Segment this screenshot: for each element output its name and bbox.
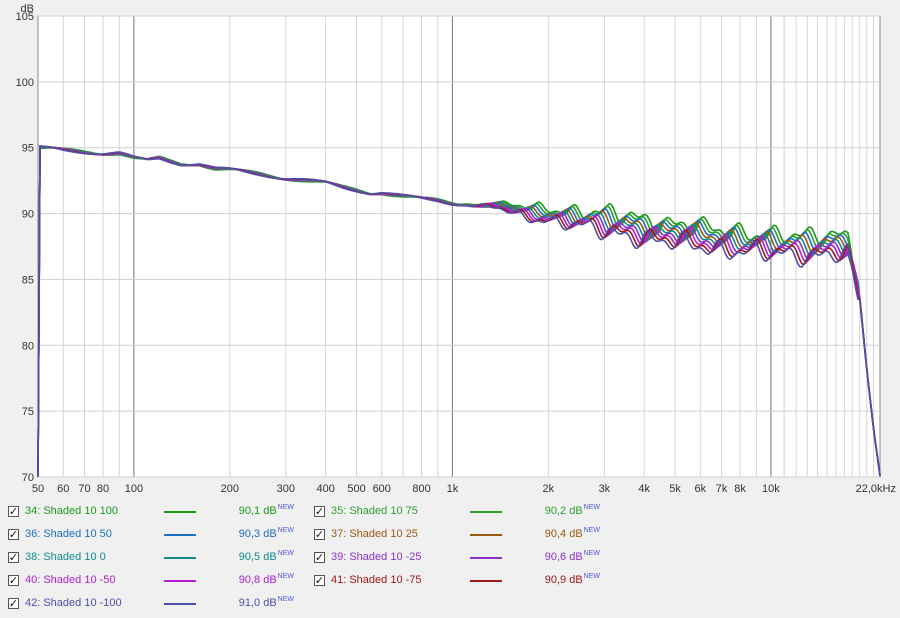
legend-item[interactable]: ✓ 34: Shaded 10 100 [8, 502, 118, 520]
legend-value: 90,8 dBNEW [238, 573, 294, 586]
checkbox[interactable]: ✓ [8, 596, 19, 610]
legend-item[interactable]: ✓ 40: Shaded 10 -50 [8, 571, 116, 589]
legend-value: 90,6 dBNEW [544, 550, 600, 563]
legend-value: 91,0 dBNEW [238, 596, 294, 609]
x-tick-label: 3k [599, 483, 611, 495]
legend-item-label: 34: Shaded 10 100 [25, 505, 118, 517]
x-tick-label: 4k [638, 483, 650, 495]
legend-swatch [164, 511, 196, 513]
y-tick-label: 85 [22, 274, 34, 286]
legend-value-badge: NEW [277, 550, 294, 557]
x-tick-label: 22,0kHz [856, 483, 896, 495]
x-tick-label: 500 [347, 483, 365, 495]
legend-value-badge: NEW [277, 573, 294, 580]
legend-value: 90,4 dBNEW [544, 527, 600, 540]
legend-swatch [164, 580, 196, 582]
y-tick-label: 90 [22, 209, 34, 221]
series-line [37, 145, 881, 477]
frequency-response-plot: 105 100 95 90 85 80 75 70 dB 50 60 70 80 100 200 300 400… [16, 3, 896, 495]
y-tick-label: 80 [22, 340, 34, 352]
x-tick-label: 60 [57, 483, 69, 495]
legend-item[interactable]: ✓ 35: Shaded 10 75 [314, 502, 418, 520]
legend-item-label: 37: Shaded 10 25 [331, 528, 418, 540]
x-tick-label: 100 [125, 483, 143, 495]
legend-value: 90,9 dBNEW [544, 573, 600, 586]
checkbox[interactable]: ✓ [8, 550, 19, 564]
x-tick-label: 600 [373, 483, 391, 495]
legend-item[interactable]: ✓ 39: Shaded 10 -25 [314, 548, 422, 566]
legend-item-label: 36: Shaded 10 50 [25, 528, 112, 540]
x-tick-label: 5k [669, 483, 681, 495]
x-tick-label: 50 [32, 483, 44, 495]
x-tick-label: 6k [694, 483, 706, 495]
y-tick-label: 95 [22, 143, 34, 155]
x-tick-label: 10k [762, 483, 780, 495]
legend-value-badge: NEW [583, 527, 600, 534]
x-tick-label: 1k [447, 483, 459, 495]
checkbox[interactable]: ✓ [8, 504, 19, 518]
checkbox[interactable]: ✓ [314, 550, 325, 564]
x-tick-label: 80 [97, 483, 109, 495]
x-tick-label: 2k [542, 483, 554, 495]
x-tick-label: 7k [716, 483, 728, 495]
x-tick-label: 400 [316, 483, 334, 495]
legend-item-label: 41: Shaded 10 -75 [331, 574, 422, 586]
legend-item-label: 40: Shaded 10 -50 [25, 574, 116, 586]
legend-value-badge: NEW [583, 504, 600, 511]
x-tick-label: 8k [734, 483, 746, 495]
x-tick-label: 200 [221, 483, 239, 495]
x-tick-label: 70 [78, 483, 90, 495]
legend-value: 90,3 dBNEW [238, 527, 294, 540]
legend-item[interactable]: ✓ 37: Shaded 10 25 [314, 525, 418, 543]
legend-value: 90,2 dBNEW [544, 504, 600, 517]
y-tick-label: 75 [22, 406, 34, 418]
legend-item[interactable]: ✓ 38: Shaded 10 0 [8, 548, 106, 566]
y-unit-label: dB [21, 3, 34, 15]
x-tick-label: 800 [412, 483, 430, 495]
legend-value: 90,1 dBNEW [238, 504, 294, 517]
y-tick-label: 105 [16, 11, 34, 23]
legend-value-badge: NEW [583, 573, 600, 580]
y-tick-label: 70 [22, 472, 34, 484]
checkbox[interactable]: ✓ [8, 573, 19, 587]
checkbox[interactable]: ✓ [314, 504, 325, 518]
legend-item[interactable]: ✓ 41: Shaded 10 -75 [314, 571, 422, 589]
legend-item[interactable]: ✓ 36: Shaded 10 50 [8, 525, 112, 543]
legend-item-label: 39: Shaded 10 -25 [331, 551, 422, 563]
checkbox[interactable]: ✓ [8, 527, 19, 541]
legend-swatch [164, 557, 196, 559]
legend-swatch [470, 534, 502, 536]
legend-swatch [470, 511, 502, 513]
legend-item-label: 35: Shaded 10 75 [331, 505, 418, 517]
legend-swatch [164, 534, 196, 536]
legend-swatch [470, 580, 502, 582]
legend-item-label: 38: Shaded 10 0 [25, 551, 106, 563]
legend-value: 90,5 dBNEW [238, 550, 294, 563]
legend-item-label: 42: Shaded 10 -100 [25, 597, 122, 609]
checkbox[interactable]: ✓ [314, 573, 325, 587]
legend-swatch [470, 557, 502, 559]
legend-item[interactable]: ✓ 42: Shaded 10 -100 [8, 594, 122, 612]
legend-value-badge: NEW [277, 527, 294, 534]
legend-value-badge: NEW [277, 504, 294, 511]
legend-swatch [164, 603, 196, 605]
x-tick-label: 300 [277, 483, 295, 495]
y-tick-label: 100 [16, 77, 34, 89]
legend-value-badge: NEW [277, 596, 294, 603]
legend-value-badge: NEW [583, 550, 600, 557]
checkbox[interactable]: ✓ [314, 527, 325, 541]
